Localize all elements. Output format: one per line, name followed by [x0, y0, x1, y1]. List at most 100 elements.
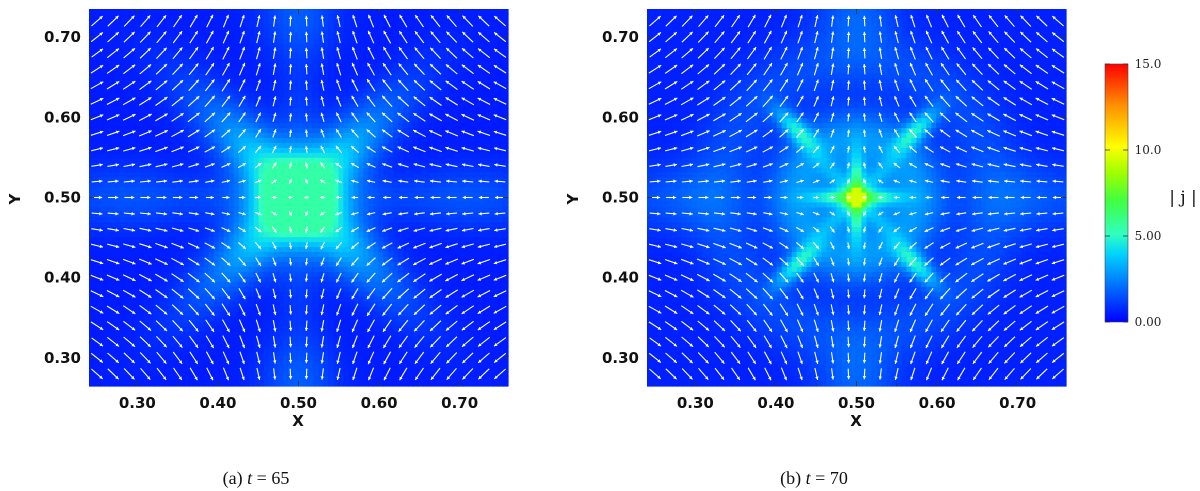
panel-a-heatmap-cell	[89, 88, 95, 94]
panel-a-heatmap-cell	[418, 58, 424, 65]
panel-a-heatmap-cell	[278, 73, 285, 80]
panel-a-heatmap-cell	[153, 128, 160, 134]
panel-a-heatmap-cell	[178, 18, 185, 25]
panel-a-heatmap-cell	[118, 162, 125, 169]
panel-a-heatmap-cell	[268, 247, 275, 253]
panel-a-heatmap-cell	[308, 257, 315, 263]
panel-a-heatmap-cell	[398, 118, 404, 124]
panel-a-heatmap-cell	[333, 78, 340, 85]
panel-a-heatmap-cell	[103, 301, 110, 308]
panel-a-heatmap-cell	[488, 68, 494, 75]
panel-a-heatmap-cell	[138, 9, 145, 15]
panel-a-heatmap-cell	[113, 187, 120, 194]
panel-a-heatmap-cell	[103, 137, 110, 144]
panel-a-heatmap-cell	[238, 73, 245, 80]
panel-a-heatmap-cell	[118, 147, 125, 154]
panel-a-heatmap-cell	[253, 172, 260, 179]
panel-a-heatmap-cell	[253, 43, 260, 50]
panel-a-heatmap-cell	[453, 247, 459, 253]
panel-a-heatmap-cell	[243, 172, 250, 179]
panel-a-heatmap-cell	[318, 202, 325, 209]
panel-a-heatmap-cell	[468, 118, 474, 124]
panel-a-heatmap-cell	[238, 232, 245, 238]
panel-a-heatmap-cell	[403, 291, 409, 298]
panel-a-heatmap-cell	[388, 212, 394, 218]
panel-a-heatmap-cell	[128, 68, 135, 75]
panel-a-heatmap-cell	[373, 33, 379, 40]
panel-a-heatmap-cell	[483, 276, 489, 283]
panel-a-heatmap-cell	[173, 252, 180, 258]
panel-a-heatmap-cell	[393, 108, 399, 114]
panel-a-heatmap-cell	[333, 23, 340, 30]
panel-a-heatmap-cell	[488, 58, 494, 65]
panel-a-heatmap-cell	[358, 43, 364, 50]
panel-a-heatmap-cell	[173, 108, 180, 114]
panel-a-heatmap-cell	[458, 78, 464, 85]
panel-a-heatmap-cell	[263, 291, 270, 298]
panel-a-heatmap-cell	[163, 286, 170, 293]
panel-a-heatmap-cell	[283, 162, 290, 169]
panel-a-heatmap-cell	[273, 167, 280, 174]
panel-a-heatmap-cell	[428, 182, 434, 189]
panel-a-heatmap-cell	[148, 88, 155, 94]
panel-a-heatmap-cell	[288, 73, 295, 80]
panel-a-heatmap-cell	[308, 53, 315, 60]
panel-a-heatmap-cell	[273, 88, 280, 94]
panel-a-heatmap-cell	[178, 152, 185, 159]
panel-a-heatmap-cell	[253, 142, 260, 149]
panel-a-heatmap-cell	[258, 276, 265, 283]
panel-a-heatmap-cell	[193, 48, 200, 55]
panel-a-heatmap-cell	[153, 247, 160, 253]
panel-a-heatmap-cell	[228, 73, 235, 80]
panel-a-heatmap-cell	[483, 53, 489, 60]
panel-a-heatmap-cell	[433, 133, 439, 139]
panel-a-heatmap-cell	[463, 118, 469, 124]
panel-a-heatmap-cell	[368, 88, 374, 94]
panel-a-heatmap-cell	[443, 291, 449, 298]
panel-a-heatmap-cell	[168, 237, 175, 243]
panel-a-heatmap-cell	[373, 172, 379, 179]
panel-a-heatmap-cell	[393, 281, 399, 288]
panel-a-heatmap-cell	[193, 123, 200, 129]
panel-a-heatmap-cell	[398, 187, 404, 194]
panel-a-heatmap-cell	[348, 113, 354, 119]
panel-a-heatmap-cell	[448, 252, 454, 258]
panel-a-heatmap-cell	[463, 137, 469, 144]
panel-a-heatmap-cell	[138, 281, 145, 288]
panel-a-heatmap-cell	[223, 38, 230, 45]
panel-a-heatmap-cell	[163, 247, 170, 253]
panel-a-heatmap-cell	[348, 257, 354, 263]
panel-a-heatmap-cell	[273, 147, 280, 154]
panel-a-heatmap-cell	[228, 48, 235, 55]
panel-a-heatmap-cell	[128, 118, 135, 124]
panel-a-heatmap-cell	[323, 212, 330, 218]
panel-a-heatmap-cell	[418, 197, 424, 204]
panel-a-heatmap-cell	[248, 222, 255, 228]
panel-a-heatmap-cell	[188, 128, 195, 134]
panel-a-heatmap-cell	[198, 187, 205, 194]
panel-a-heatmap-cell	[133, 296, 140, 303]
panel-a-heatmap-cell	[358, 217, 364, 223]
panel-a-heatmap-cell	[408, 162, 414, 169]
panel-a-heatmap-cell	[393, 157, 399, 164]
panel-a-heatmap-cell	[89, 252, 95, 258]
panel-a-heatmap-cell	[89, 212, 95, 218]
panel-a-heatmap-cell	[108, 296, 115, 303]
panel-a-heatmap-cell	[138, 271, 145, 278]
panel-a-heatmap-cell	[258, 222, 265, 228]
panel-a-heatmap-cell	[378, 108, 384, 114]
panel-a-heatmap-cell	[233, 68, 240, 75]
panel-a-heatmap-cell	[138, 227, 145, 233]
panel-a-heatmap-cell	[328, 167, 335, 174]
panel-a-heatmap-cell	[213, 53, 220, 60]
panel-a-heatmap-cell	[428, 281, 434, 288]
panel-a-heatmap-cell	[478, 276, 484, 283]
panel-a-heatmap-cell	[263, 286, 270, 293]
panel-a-heatmap-cell	[413, 187, 419, 194]
panel-a-heatmap-cell	[278, 172, 285, 179]
panel-a-heatmap-cell	[398, 43, 404, 50]
panel-a-heatmap-cell	[378, 33, 384, 40]
panel-a-heatmap-cell	[303, 142, 310, 149]
panel-a-heatmap-cell	[143, 108, 150, 114]
panel-a-heatmap-cell	[388, 162, 394, 169]
